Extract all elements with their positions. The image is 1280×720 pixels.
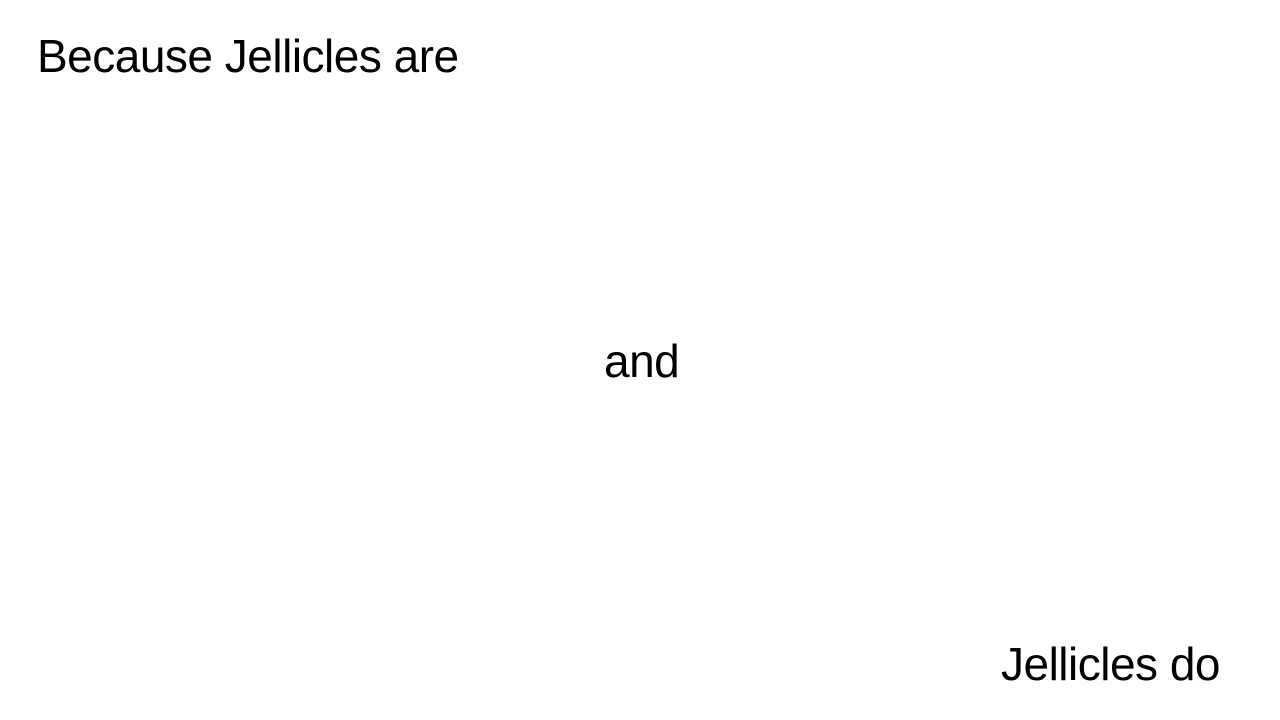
center-text: and	[604, 335, 680, 387]
top-left-text: Because Jellicles are	[37, 30, 459, 82]
bottom-right-text: Jellicles do	[1001, 638, 1221, 690]
